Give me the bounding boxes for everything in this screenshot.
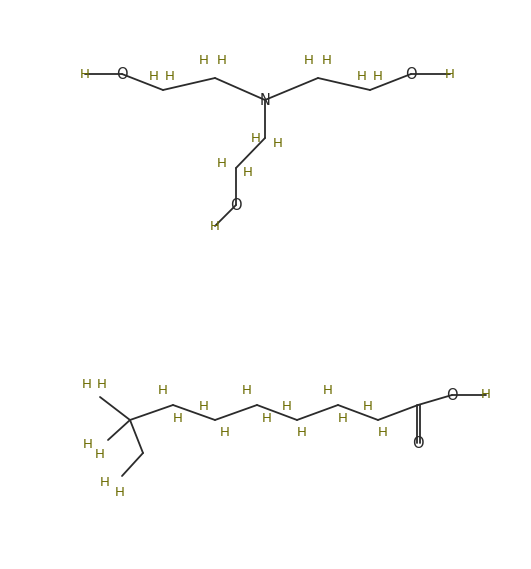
- Text: N: N: [260, 93, 270, 108]
- Text: H: H: [282, 399, 292, 413]
- Text: H: H: [323, 385, 333, 398]
- Text: H: H: [378, 427, 388, 439]
- Text: H: H: [243, 166, 253, 179]
- Text: H: H: [217, 156, 227, 170]
- Text: H: H: [304, 53, 314, 67]
- Text: H: H: [445, 68, 455, 80]
- Text: O: O: [412, 435, 424, 451]
- Text: H: H: [199, 399, 209, 413]
- Text: H: H: [165, 69, 175, 83]
- Text: H: H: [273, 137, 283, 150]
- Text: H: H: [80, 68, 90, 80]
- Text: H: H: [297, 427, 307, 439]
- Text: H: H: [82, 377, 92, 390]
- Text: H: H: [242, 385, 252, 398]
- Text: H: H: [217, 53, 227, 67]
- Text: H: H: [210, 220, 220, 233]
- Text: H: H: [115, 485, 125, 498]
- Text: H: H: [100, 476, 110, 489]
- Text: H: H: [322, 53, 332, 67]
- Text: H: H: [149, 69, 159, 83]
- Text: O: O: [405, 67, 417, 81]
- Text: H: H: [158, 385, 168, 398]
- Text: H: H: [95, 447, 105, 460]
- Text: H: H: [83, 438, 93, 451]
- Text: H: H: [262, 411, 272, 424]
- Text: H: H: [251, 131, 261, 145]
- Text: O: O: [446, 387, 458, 402]
- Text: H: H: [357, 69, 367, 83]
- Text: H: H: [481, 389, 491, 402]
- Text: H: H: [97, 377, 107, 390]
- Text: H: H: [199, 53, 209, 67]
- Text: O: O: [230, 197, 242, 212]
- Text: H: H: [220, 427, 230, 439]
- Text: H: H: [363, 399, 373, 413]
- Text: O: O: [116, 67, 128, 81]
- Text: H: H: [373, 69, 383, 83]
- Text: H: H: [173, 411, 183, 424]
- Text: H: H: [338, 411, 348, 424]
